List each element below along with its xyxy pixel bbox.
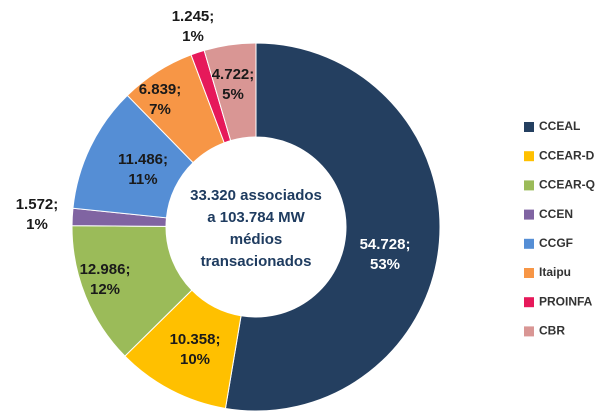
center-text: médios xyxy=(230,231,283,248)
legend-label: CCEAR-Q xyxy=(539,178,595,192)
data-label: 11% xyxy=(128,171,157,188)
legend-swatch xyxy=(524,122,534,132)
legend-label: Itaipu xyxy=(539,265,571,279)
data-label: 12% xyxy=(90,281,120,298)
legend-swatch xyxy=(524,151,534,162)
data-label: 10.358; xyxy=(170,331,221,348)
legend-swatch xyxy=(524,297,534,308)
data-label: 1.572; xyxy=(16,196,59,213)
legend-label: CCEAL xyxy=(539,119,580,133)
data-label: 10% xyxy=(180,351,210,368)
legend-label: CCEAR-D xyxy=(539,148,595,162)
legend-label: CCGF xyxy=(539,236,573,250)
slice xyxy=(203,42,257,142)
data-label: 5% xyxy=(222,86,244,103)
data-label: 11.486; xyxy=(118,151,168,168)
legend-label: CBR xyxy=(539,324,565,338)
data-label: 12.986; xyxy=(80,261,131,278)
data-label: 54.728; xyxy=(360,236,411,253)
slice xyxy=(224,42,441,412)
legend-swatch xyxy=(524,209,534,220)
data-label: 6.839; xyxy=(139,81,182,98)
center-text: transacionados xyxy=(201,253,312,270)
data-label: 1% xyxy=(26,216,48,233)
data-label: 4.722; xyxy=(212,66,255,83)
data-label: 53% xyxy=(370,256,400,273)
legend-swatch xyxy=(524,180,534,191)
center-text: a 103.784 MW xyxy=(207,209,305,226)
data-label: 7% xyxy=(149,101,171,118)
legend-swatch xyxy=(524,268,534,278)
legend-swatch xyxy=(524,238,534,249)
legend-label: CCEN xyxy=(539,207,573,221)
data-label: 1.245; xyxy=(172,8,215,25)
data-label: 1% xyxy=(182,28,204,45)
legend-label: PROINFA xyxy=(539,294,593,308)
center-text: 33.320 associados xyxy=(190,187,322,204)
legend-swatch xyxy=(524,326,534,337)
